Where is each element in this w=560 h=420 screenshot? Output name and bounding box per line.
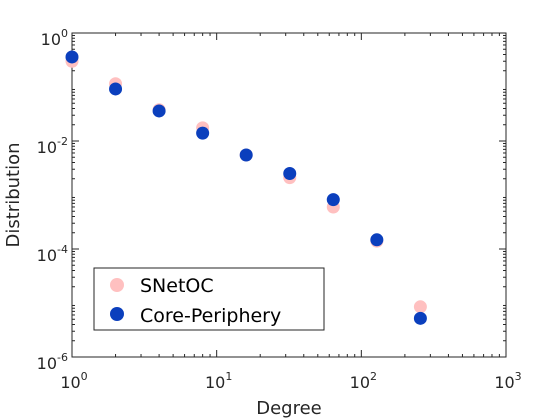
data-point-core-periphery (283, 167, 297, 181)
legend-box (93, 267, 325, 331)
legend-label-core-periphery: Core-Periphery (140, 305, 281, 327)
axis-ticks: 100 101 102 103 10-6 10-4 10-2 100 (37, 27, 522, 392)
data-point-core-periphery (370, 233, 384, 247)
data-points (65, 50, 427, 325)
y-tick-label: 10-4 (37, 243, 68, 265)
data-point-core-periphery (413, 311, 427, 325)
y-axis-label: Distribution (3, 142, 24, 247)
legend-label-snetoc: SNetOC (140, 275, 214, 297)
x-axis-label: Degree (256, 398, 322, 419)
legend-marker-snetoc (110, 278, 124, 292)
x-tick-label: 100 (60, 370, 87, 392)
data-point-core-periphery (152, 104, 166, 118)
legend-marker-core-periphery (110, 307, 124, 321)
data-point-core-periphery (65, 50, 79, 64)
x-tick-label: 101 (205, 370, 232, 392)
y-tick-label: 10-6 (37, 351, 68, 373)
y-tick-label: 10-2 (37, 135, 68, 157)
data-point-snetoc (413, 300, 427, 314)
x-tick-label: 103 (494, 370, 521, 392)
data-point-core-periphery (109, 82, 123, 96)
legend: SNetOC Core-Periphery (93, 267, 325, 331)
data-point-core-periphery (326, 193, 340, 207)
y-tick-label: 100 (41, 27, 68, 49)
data-point-core-periphery (239, 148, 253, 162)
data-point-core-periphery (196, 126, 210, 140)
x-tick-label: 102 (350, 370, 377, 392)
